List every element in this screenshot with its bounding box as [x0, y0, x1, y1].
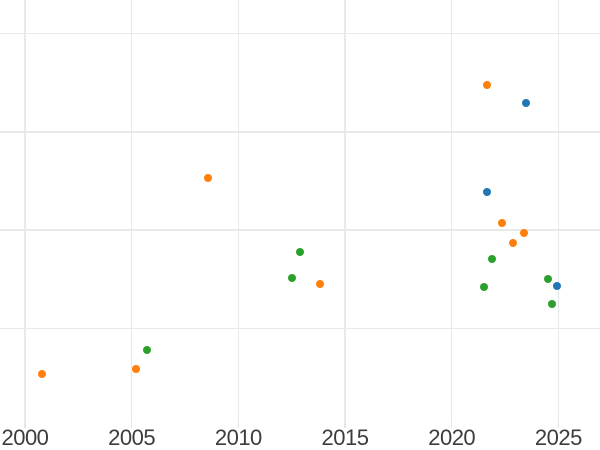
x-gridline — [24, 0, 26, 423]
data-point-orange — [203, 174, 212, 183]
data-point-green — [296, 247, 305, 256]
plot-area — [0, 0, 600, 423]
x-tick-mark — [237, 423, 240, 428]
data-point-orange — [519, 229, 528, 238]
data-point-orange — [482, 80, 491, 89]
x-tick-mark — [130, 423, 133, 428]
data-point-green — [287, 274, 296, 283]
data-point-green — [488, 254, 497, 263]
y-gridline — [0, 131, 600, 133]
data-point-green — [480, 283, 489, 292]
data-point-blue — [482, 187, 491, 196]
data-point-orange — [498, 219, 507, 228]
data-point-green — [543, 275, 552, 284]
x-tick-label: 2010 — [214, 425, 262, 450]
y-gridline — [0, 327, 600, 330]
x-tick-label: 2000 — [1, 425, 49, 450]
x-tick-label: 2025 — [534, 425, 582, 450]
y-gridline — [0, 229, 600, 231]
data-point-orange — [38, 369, 47, 378]
data-point-orange — [509, 238, 518, 247]
data-point-green — [548, 299, 557, 308]
x-tick-label: 2005 — [108, 425, 156, 450]
data-point-blue — [553, 282, 562, 291]
x-tick-mark — [557, 423, 560, 428]
x-gridline — [237, 0, 240, 423]
x-gridline — [344, 0, 346, 423]
y-gridline — [0, 32, 600, 35]
x-tick-mark — [24, 423, 26, 428]
data-point-orange — [316, 280, 325, 289]
data-point-orange — [131, 364, 140, 373]
x-tick-mark — [450, 423, 453, 428]
data-point-blue — [522, 99, 531, 108]
x-tick-label: 2020 — [428, 425, 476, 450]
x-gridline — [130, 0, 133, 423]
data-point-green — [143, 346, 152, 355]
x-gridline — [450, 0, 453, 423]
x-gridline — [557, 0, 560, 423]
x-tick-mark — [344, 423, 346, 428]
x-tick-label: 2015 — [321, 425, 369, 450]
